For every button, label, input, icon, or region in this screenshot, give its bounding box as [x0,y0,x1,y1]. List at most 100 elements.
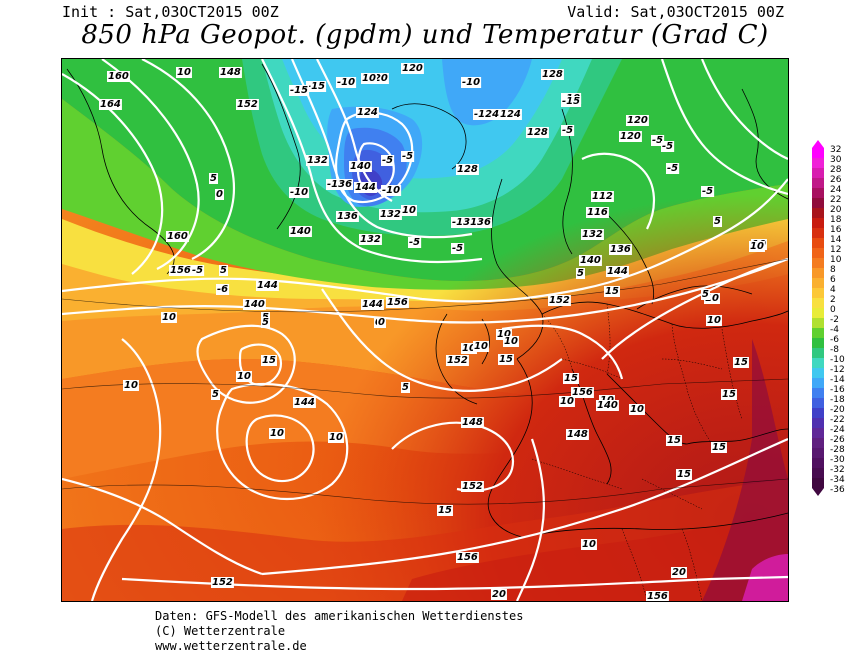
contour-label-bg [219,67,242,78]
contour-label-bg [561,96,582,107]
contour-label-bg [326,179,354,190]
coastlines [66,63,788,538]
contour-label: 15 [677,469,691,480]
contour-label-bg [461,343,477,354]
contour-label: 10 [329,432,343,443]
contour-label-bg [721,389,737,400]
contour-label-bg [236,99,259,110]
valid-time: Valid: Sat,03OCT2015 00Z [567,3,784,21]
legend-label: 12 [830,245,842,255]
legend-label: -22 [830,415,845,425]
contour-label: 0 [378,317,385,328]
legend-swatch [812,148,824,158]
contour-label: 148 [567,429,588,440]
contour-label: -5 [662,141,673,152]
weather-map: 160 10 148 -15 -10 120 120 128 164 152 -15 10 124 -10… [61,58,789,602]
contour-label-bg [561,125,575,136]
legend-label: 14 [830,235,842,245]
contour-label-bg [626,115,649,126]
contour-label: 120 [627,115,648,126]
geopotential-isolines [62,59,788,601]
legend-swatch [812,278,824,288]
map-labels: 160 10 148 -15 -10 120 120 128 164 152 -15 10 124 -10… [99,63,767,602]
contour-label: -10 [337,77,355,88]
legend-label: 2 [830,295,836,305]
contour-label: 148 [462,417,483,428]
contour-label: 120 [402,63,423,74]
contour-label: 156 [170,265,191,276]
contour-label: 152 [549,295,570,306]
contour-label-bg [236,371,252,382]
legend-swatch [812,398,824,408]
contour-label-bg [401,382,410,393]
contour-label: -15 [290,85,308,96]
contour-label: -10 [382,185,400,196]
contour-label: 15 [499,354,513,365]
legend-label: 18 [830,215,842,225]
legend-label: -20 [830,405,845,415]
contour-label-bg [361,73,377,84]
contour-label: -5 [562,125,573,136]
borders [531,303,743,601]
contour-label: 5 [702,289,709,300]
contour-label: 15 [722,389,736,400]
contour-label-bg [359,234,382,245]
contour-label: 10 [124,380,138,391]
contour-label-bg [401,63,424,74]
legend-label: -14 [830,375,845,385]
contour-label-bg [646,591,669,601]
contour-label-bg [361,299,384,310]
contour-label: 15 [438,505,452,516]
legend-label: 28 [830,165,842,175]
legend-swatch [812,298,824,308]
contour-label: 136 [337,211,358,222]
contour-label-bg [461,417,484,428]
legend-label: 4 [830,285,836,295]
contour-label-bg [408,237,422,248]
contour-label: 156 [572,387,593,398]
contour-label: 10 [560,396,574,407]
contour-label: 10 [582,539,596,550]
legend-label: 30 [830,155,842,165]
contour-label: 10 [270,428,284,439]
contour-label: 10 [462,343,476,354]
contour-label: -5 [452,243,463,254]
contour-label: 116 [587,207,608,218]
contour-label-bg [566,429,589,440]
contour-label: 15 [605,286,619,297]
contour-label-bg [437,505,453,516]
contour-label-bg [451,217,492,228]
contour-label: 156 [647,591,668,602]
contour-label-bg [701,186,715,197]
contour-label-bg [293,397,316,408]
legend-swatch [812,188,824,198]
contour-label: 10 [402,205,416,216]
contour-label: -5 [192,265,203,276]
contour-label-bg [596,400,619,411]
contour-label-bg [586,207,609,218]
legend-label: -24 [830,425,845,435]
legend-swatch [812,438,824,448]
contour-label-bg [354,182,377,193]
contour-label: -6 [217,284,228,295]
contour-label: 124 [357,107,378,118]
contour-label-bg [749,241,765,252]
legend-swatch [812,168,824,178]
contour-label: -5 [652,135,663,146]
contour-label-bg [711,442,727,453]
contour-label: 5 [210,173,217,184]
contour-label-bg [496,329,512,340]
contour-label-bg [191,265,205,276]
contour-label-bg [473,341,489,352]
legend-swatch [812,248,824,258]
contour-label: 140 [244,299,265,310]
footer-website[interactable]: www.wetterzentrale.de [155,639,307,653]
contour-label: 5 [262,317,269,328]
contour-label-bg [559,396,575,407]
contour-label: 132 [360,234,381,245]
legend-label: -2 [830,315,839,325]
contour-label: 15 [734,357,748,368]
legend-label: -16 [830,385,845,395]
contour-label-bg [548,295,571,306]
contour-label: -5 [702,186,713,197]
